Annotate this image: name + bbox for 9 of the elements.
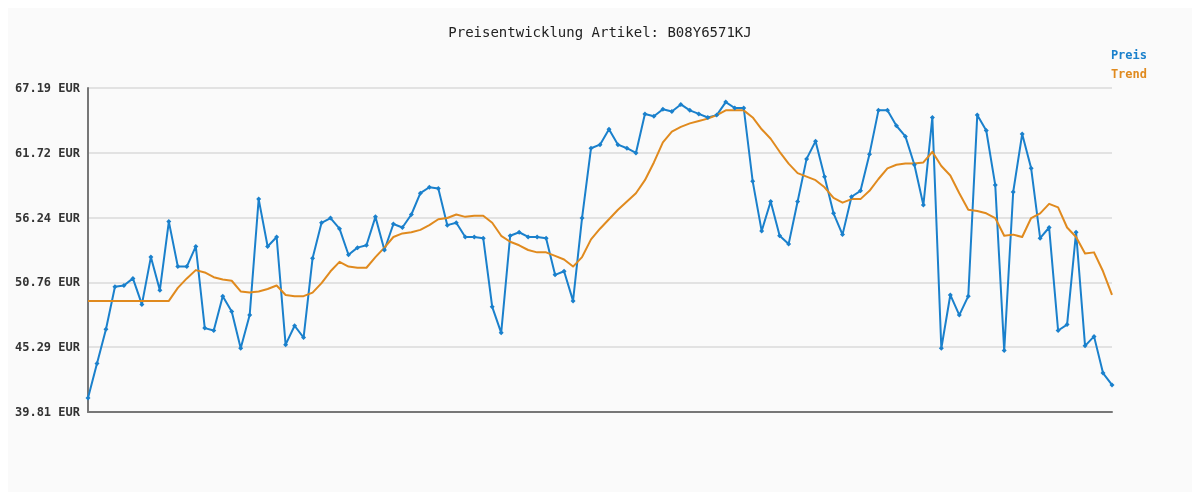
text: Preis: [1110, 48, 1147, 62]
y-tick-label: 56.24 EUR: [14, 210, 81, 225]
y-tick-label: 39.81 EUR: [14, 405, 81, 419]
y-tick-label: 61.72 EUR: [14, 145, 81, 160]
y-tick-label: 45.29 EUR: [14, 340, 81, 355]
text: Trend: [1110, 67, 1147, 81]
chart-title: Preisentwicklung Artikel: B08Y6571KJ: [448, 24, 752, 40]
y-tick-label: 50.76 EUR: [14, 275, 81, 290]
y-tick-label: 67.19 EUR: [14, 81, 81, 95]
